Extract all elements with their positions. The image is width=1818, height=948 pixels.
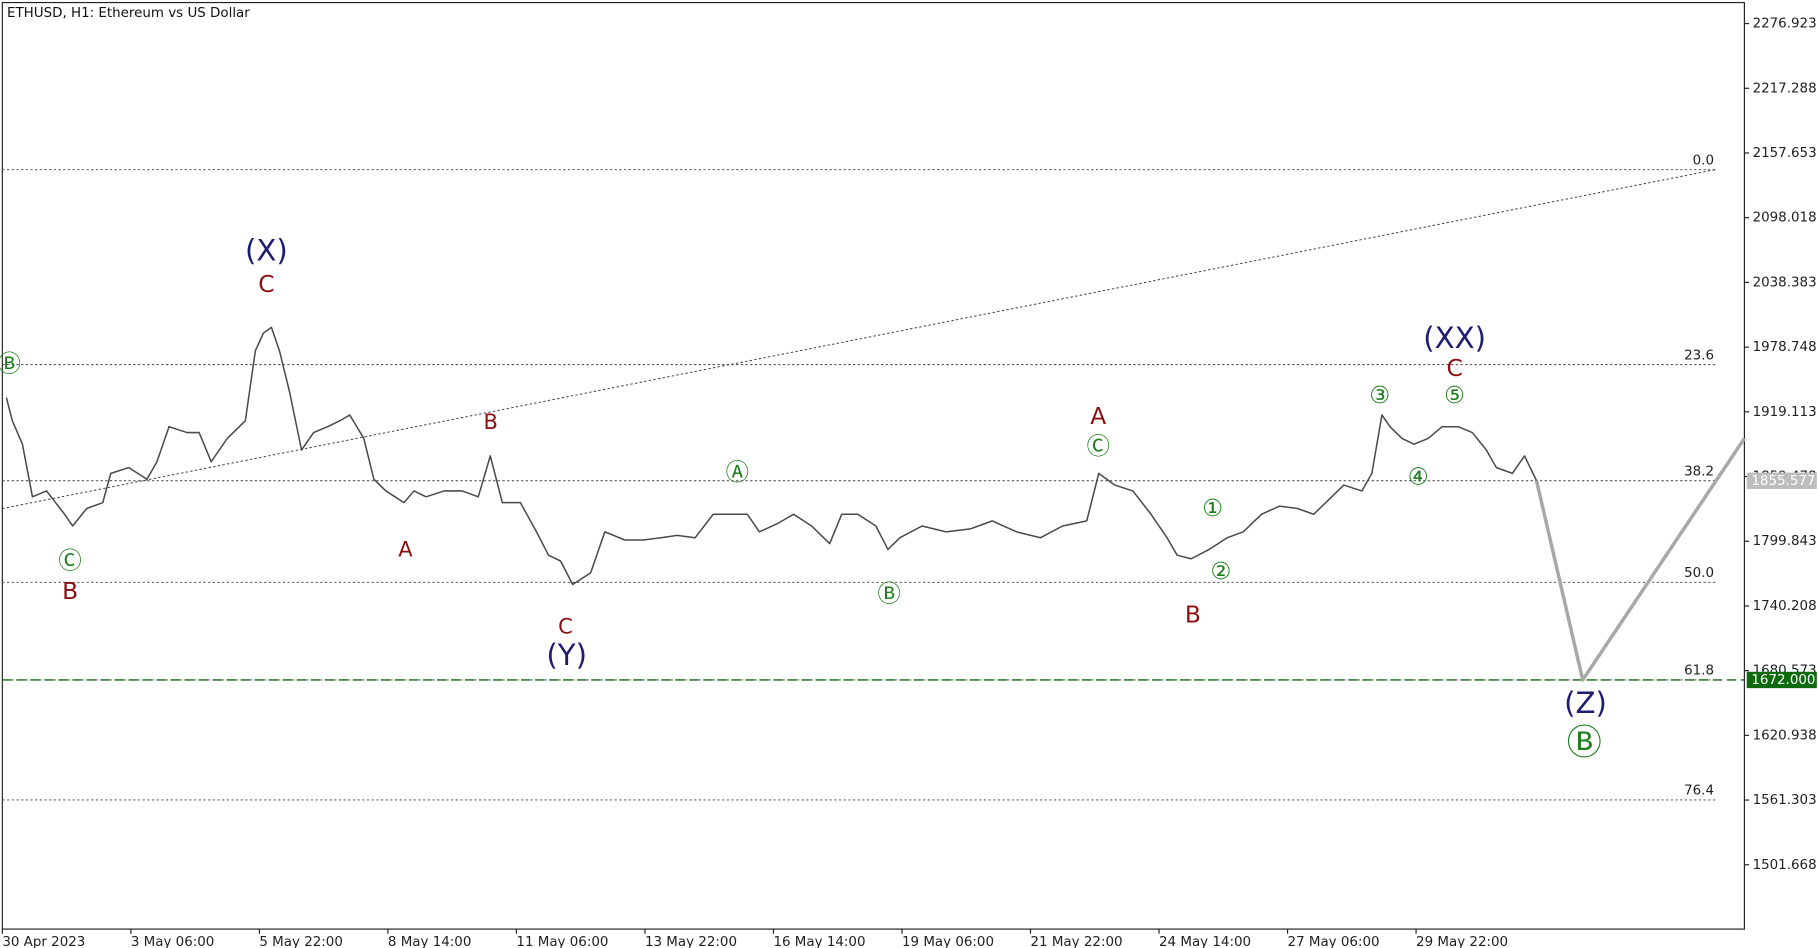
wave-label: A bbox=[1090, 402, 1106, 430]
y-tick-label: 2217.288 bbox=[1753, 81, 1817, 96]
x-tick-label: 24 May 14:00 bbox=[1159, 935, 1251, 948]
price-series bbox=[1534, 437, 1746, 682]
y-tick-label: 1919.113 bbox=[1753, 405, 1817, 420]
x-tick-label: 3 May 06:00 bbox=[131, 935, 215, 948]
x-tick-label: 13 May 22:00 bbox=[645, 935, 737, 948]
price-series bbox=[5, 326, 1538, 586]
trendline bbox=[2, 169, 1716, 509]
fib-label: 76.4 bbox=[1684, 784, 1714, 799]
wave-label: ④ bbox=[1408, 463, 1429, 491]
y-tick-label: 2038.383 bbox=[1753, 275, 1817, 290]
wave-label: ⑤ bbox=[1444, 381, 1465, 409]
x-tick-label: 16 May 14:00 bbox=[773, 935, 865, 948]
wave-label: (X) bbox=[245, 234, 288, 268]
fib-label: 23.6 bbox=[1684, 348, 1714, 363]
price-tag bbox=[1746, 671, 1817, 689]
x-tick-label: 27 May 06:00 bbox=[1288, 935, 1380, 948]
wave-label: Ⓐ bbox=[726, 458, 749, 486]
wave-label: B bbox=[1185, 600, 1201, 628]
chart-title: ETHUSD, H1: Ethereum vs US Dollar bbox=[7, 6, 250, 21]
wave-label: (Y) bbox=[546, 638, 587, 672]
wave-label: C bbox=[1446, 354, 1462, 382]
y-tick-label: 1501.668 bbox=[1753, 858, 1817, 873]
y-tick-label: 1799.843 bbox=[1753, 534, 1817, 549]
wave-label: ① bbox=[1202, 494, 1223, 522]
wave-label: A bbox=[398, 537, 413, 562]
price-tag-label: 1672.000 bbox=[1751, 673, 1815, 688]
y-tick-label: 2276.923 bbox=[1753, 17, 1817, 32]
wave-label: Ⓒ bbox=[1087, 432, 1110, 460]
fib-label: 0.0 bbox=[1693, 153, 1714, 168]
y-tick-label: 1740.208 bbox=[1753, 599, 1817, 614]
y-tick-label: 1561.303 bbox=[1753, 793, 1817, 808]
fib-label: 50.0 bbox=[1684, 566, 1714, 581]
wave-label: (Z) bbox=[1564, 686, 1607, 720]
x-tick-label: 30 Apr 2023 bbox=[2, 935, 85, 948]
wave-label: Ⓑ bbox=[877, 579, 900, 607]
x-tick-label: 5 May 22:00 bbox=[259, 935, 343, 948]
x-tick-label: 8 May 14:00 bbox=[388, 935, 472, 948]
x-tick-label: 29 May 22:00 bbox=[1416, 935, 1508, 948]
plot-frame bbox=[1, 1, 1745, 930]
wave-label: ② bbox=[1210, 557, 1231, 585]
wave-label: C bbox=[258, 270, 274, 298]
wave-label: C bbox=[558, 614, 573, 639]
price-tag-label: 1855.577 bbox=[1751, 474, 1815, 489]
y-tick-label: 2157.653 bbox=[1753, 146, 1817, 161]
x-tick-label: 11 May 06:00 bbox=[516, 935, 608, 948]
price-tag bbox=[1746, 472, 1817, 489]
x-tick-label: 21 May 22:00 bbox=[1031, 935, 1123, 948]
wave-label: B bbox=[484, 409, 498, 434]
y-tick-label: 1978.748 bbox=[1753, 340, 1817, 355]
fib-label: 61.8 bbox=[1684, 664, 1714, 679]
wave-label: Ⓑ bbox=[0, 349, 21, 377]
wave-label: Ⓒ bbox=[58, 547, 81, 575]
fib-label: 38.2 bbox=[1684, 464, 1714, 479]
wave-label: ③ bbox=[1369, 381, 1390, 409]
y-tick-label: 2098.018 bbox=[1753, 211, 1817, 226]
wave-label: Ⓑ bbox=[1567, 722, 1602, 763]
wave-label: (XX) bbox=[1423, 321, 1486, 355]
wave-label: B bbox=[62, 577, 78, 605]
y-tick-label: 1620.938 bbox=[1753, 728, 1817, 743]
x-tick-label: 19 May 06:00 bbox=[902, 935, 994, 948]
